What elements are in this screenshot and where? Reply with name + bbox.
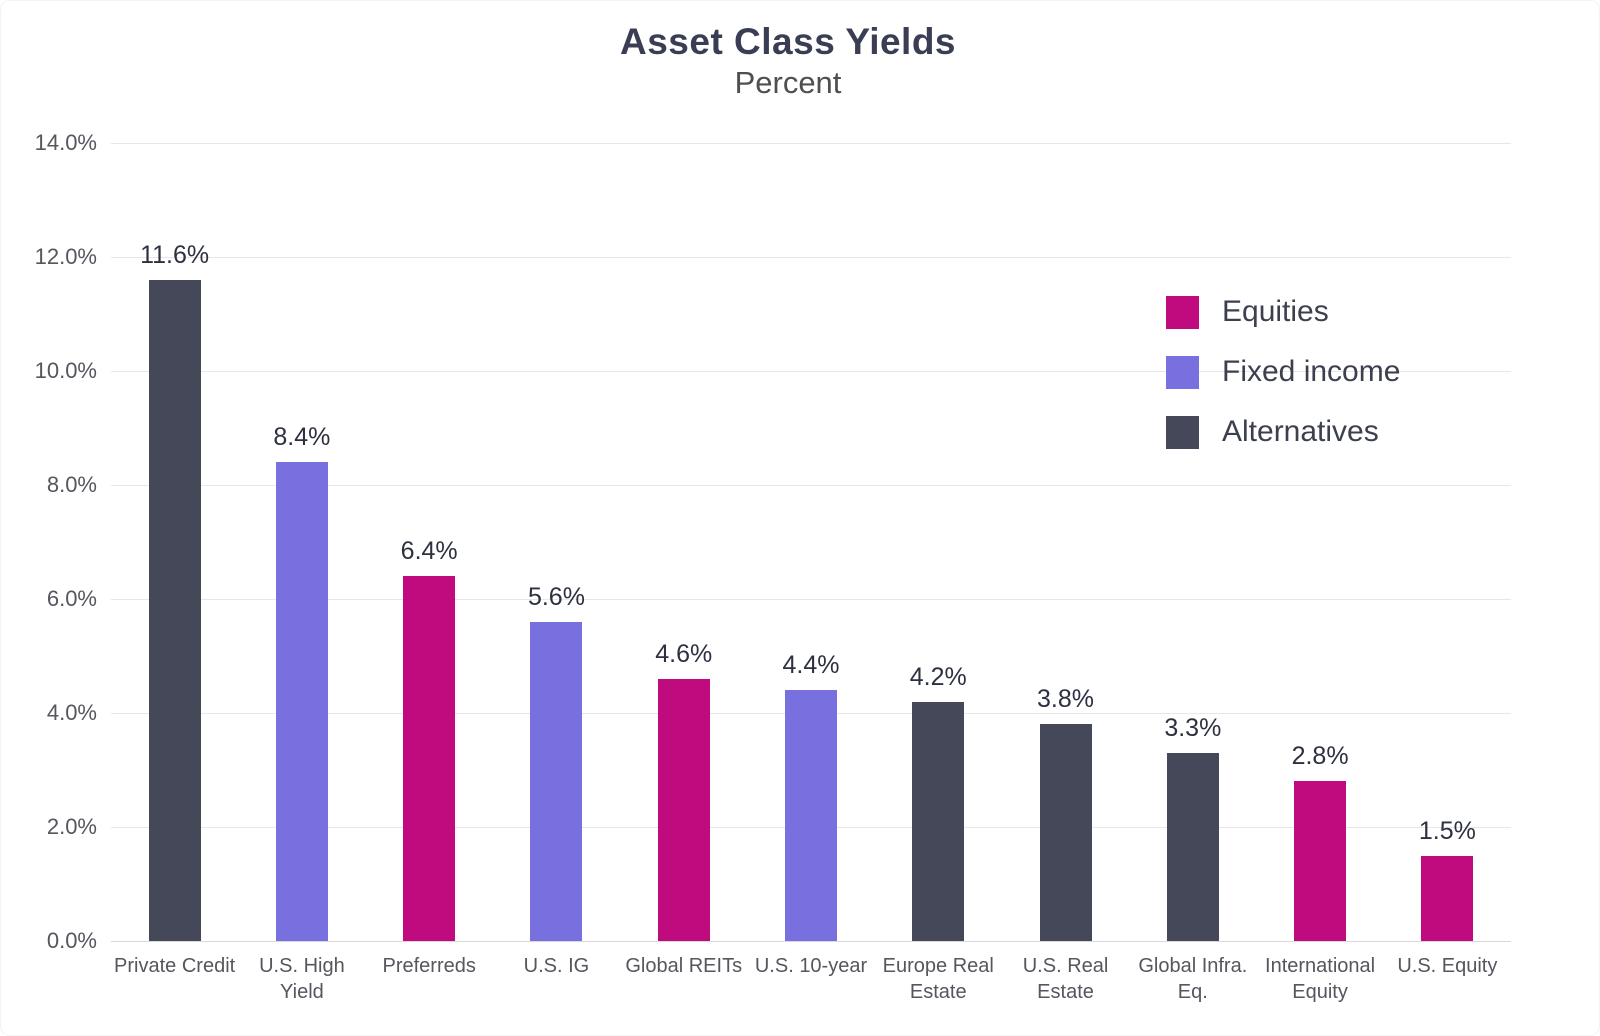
bar-u-s-real-estate: [1039, 724, 1092, 941]
bar-value-label: 4.4%: [782, 651, 840, 680]
y-axis-tick-label: 6.0%: [46, 586, 97, 611]
bar-europe-real-estate: [912, 701, 965, 941]
legend-swatch-icon: [1166, 355, 1199, 389]
legend-entry-fixed-income: Fixed income: [1166, 355, 1400, 389]
x-axis-category-label: U.S. Real Estate: [1022, 955, 1109, 1004]
x-axis-category-label: Global REITs: [625, 955, 743, 977]
legend-swatch-icon: [1166, 415, 1199, 449]
y-axis-tick-label: 8.0%: [46, 472, 97, 497]
gridline-0.0%: [111, 941, 1511, 942]
x-axis-category-label: Private Credit: [114, 955, 236, 977]
bar-u-s-ig: [530, 621, 583, 941]
bar-u-s-high-yield: [275, 462, 328, 941]
x-axis-category-label: International Equity: [1265, 955, 1376, 1004]
legend-entry-equities: Equities: [1166, 295, 1400, 329]
x-axis-category-label: Global Infra. Eq.: [1138, 955, 1248, 1004]
x-axis-category-label: Europe Real Estate: [882, 955, 994, 1004]
bar-value-label: 11.6%: [140, 240, 210, 269]
bar-value-label: 3.8%: [1037, 685, 1095, 714]
bar-u-s-10-year: [785, 690, 837, 941]
y-axis-tick-label: 2.0%: [46, 814, 97, 839]
legend-swatch-icon: [1166, 295, 1199, 329]
bar-private-credit: [148, 279, 201, 941]
bar-value-label: 8.4%: [273, 423, 331, 452]
plot-area: 14.0% 12.0% 10.0% 8.0% 6.0% 4.0% 2.0% 0.0% 11.6…: [35, 130, 1511, 1003]
y-axis-tick-label: 14.0%: [34, 130, 97, 155]
legend-label: Fixed income: [1222, 355, 1401, 388]
chart-title: Asset Class Yields: [619, 21, 957, 62]
bar-u-s-equity: [1421, 855, 1474, 941]
legend-label: Equities: [1222, 295, 1329, 328]
bar-global-infra-eq: [1166, 752, 1219, 941]
bar-preferreds: [403, 576, 456, 941]
gridline-6.0%: [111, 599, 1511, 600]
bar-value-label: 2.8%: [1291, 742, 1349, 771]
bar-value-label: 4.2%: [909, 662, 967, 691]
y-axis-tick-label: 10.0%: [34, 358, 97, 383]
chart-subtitle: Percent: [734, 65, 842, 100]
bar-value-label: 1.5%: [1418, 816, 1476, 845]
gridline-14.0%: [111, 143, 1511, 144]
gridline-10.0%: [111, 371, 1511, 372]
y-axis-tick-label: 4.0%: [46, 700, 97, 725]
x-axis-category-label: U.S. IG: [523, 955, 590, 977]
bar-value-label: 4.6%: [655, 639, 713, 668]
x-axis-category-label: U.S. 10-year: [754, 955, 868, 977]
bar-value-label: 6.4%: [400, 537, 458, 566]
bar-value-label: 5.6%: [527, 582, 585, 611]
x-axis-category-label: U.S. High Yield: [259, 955, 345, 1004]
bar-value-label: 3.3%: [1164, 713, 1222, 742]
gridline-8.0%: [111, 485, 1511, 486]
legend-entry-alternatives: Alternatives: [1166, 415, 1400, 449]
legend-label: Alternatives: [1222, 415, 1379, 448]
x-axis-category-label: Preferreds: [382, 955, 476, 977]
y-axis-tick-label: 12.0%: [34, 244, 97, 269]
y-axis-tick-label: 0.0%: [46, 928, 97, 953]
bar-global-reits: [657, 678, 710, 941]
legend: Equities Fixed income Alternatives: [1166, 295, 1400, 475]
gridline-12.0%: [111, 257, 1511, 258]
x-axis-category-label: U.S. Equity: [1397, 955, 1498, 977]
bar-international-equity: [1294, 781, 1347, 941]
